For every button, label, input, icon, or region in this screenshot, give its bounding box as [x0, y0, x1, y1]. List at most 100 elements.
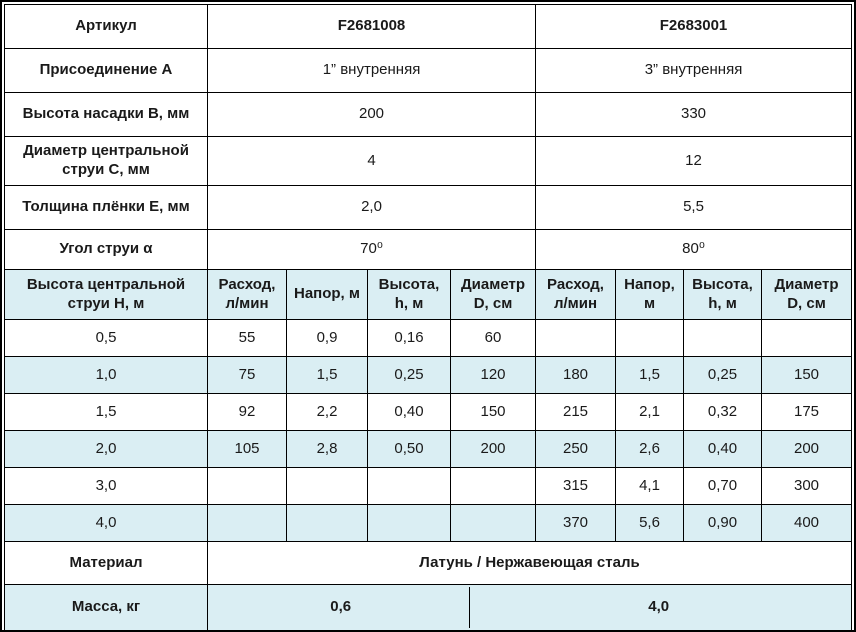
- table-row-article: Артикул F2681008 F2683001: [4, 4, 852, 49]
- data-cell: [450, 467, 536, 505]
- article-number-right: F2683001: [535, 4, 852, 49]
- data-cell: [615, 319, 684, 357]
- table-row-h30: 3,0 315 4,1 0,70 300: [4, 467, 852, 505]
- table-row-h15: 1,5 92 2,2 0,40 150 215 2,1 0,32 175: [4, 393, 852, 431]
- data-cell: 0,70: [683, 467, 762, 505]
- column-header-pressure-2: Напор, м: [615, 269, 684, 320]
- data-cell: 120: [450, 356, 536, 394]
- data-cell: [286, 504, 368, 542]
- table-row-film-thickness: Толщина плёнки Е, мм 2,0 5,5: [4, 185, 852, 230]
- row-label-film-thickness: Толщина плёнки Е, мм: [4, 185, 208, 230]
- data-cell: 2,8: [286, 430, 368, 468]
- row-label-h15: 1,5: [4, 393, 208, 431]
- table-row-nozzle-height: Высота насадки В, мм 200 330: [4, 92, 852, 137]
- mass-value-right: 4,0: [648, 598, 670, 616]
- data-cell: 2,6: [615, 430, 684, 468]
- data-cell: 300: [761, 467, 852, 505]
- row-label-nozzle-height: Высота насадки В, мм: [4, 92, 208, 137]
- connection-right: 3” внутренняя: [535, 48, 852, 93]
- data-cell: 200: [450, 430, 536, 468]
- column-header-pressure-1: Напор, м: [286, 269, 368, 320]
- row-label-h30: 3,0: [4, 467, 208, 505]
- table-row-connection: Присоединение А 1” внутренняя 3” внутрен…: [4, 48, 852, 93]
- jet-diameter-left: 4: [207, 136, 536, 186]
- table-row-h20: 2,0 105 2,8 0,50 200 250 2,6 0,40 200: [4, 430, 852, 468]
- data-cell: 5,6: [615, 504, 684, 542]
- table-header-row: Высота центральной струи Н, м Расход, л/…: [4, 269, 852, 320]
- table-row-jet-diameter: Диаметр центральной струи С, мм 4 12: [4, 136, 852, 186]
- nozzle-height-right: 330: [535, 92, 852, 137]
- data-cell: 0,9: [286, 319, 368, 357]
- row-label-jet-angle: Угол струи α: [4, 229, 208, 270]
- column-header-height-2: Высота, h, м: [683, 269, 762, 320]
- film-thickness-right: 5,5: [535, 185, 852, 230]
- mass-value-left: 0,6: [212, 587, 471, 628]
- data-cell: 370: [535, 504, 616, 542]
- row-label-article: Артикул: [4, 4, 208, 49]
- table-row-mass: Масса, кг 0,6 4,0: [4, 584, 852, 631]
- row-label-h05: 0,5: [4, 319, 208, 357]
- row-label-jet-diameter: Диаметр центральной струи С, мм: [4, 136, 208, 186]
- table-row-jet-angle: Угол струи α 70⁰ 80⁰: [4, 229, 852, 270]
- table-row-material: Материал Латунь / Нержавеющая сталь: [4, 541, 852, 585]
- row-label-connection: Присоединение А: [4, 48, 208, 93]
- data-cell: 0,16: [367, 319, 451, 357]
- row-label-material: Материал: [4, 541, 208, 585]
- data-cell: 215: [535, 393, 616, 431]
- data-cell: 1,5: [286, 356, 368, 394]
- data-cell: 2,2: [286, 393, 368, 431]
- mass-values-cell: 0,6 4,0: [207, 584, 852, 631]
- data-cell: 105: [207, 430, 287, 468]
- column-header-flow-1: Расход, л/мин: [207, 269, 287, 320]
- column-header-height-1: Высота, h, м: [367, 269, 451, 320]
- data-cell: [367, 467, 451, 505]
- nozzle-height-left: 200: [207, 92, 536, 137]
- table-row-h40: 4,0 370 5,6 0,90 400: [4, 504, 852, 542]
- mass-split: 0,6 4,0: [212, 587, 847, 628]
- table-row-h10: 1,0 75 1,5 0,25 120 180 1,5 0,25 150: [4, 356, 852, 394]
- row-label-mass: Масса, кг: [4, 584, 208, 631]
- data-cell: 92: [207, 393, 287, 431]
- data-cell: 0,40: [683, 430, 762, 468]
- product-spec-table: Артикул F2681008 F2683001 Присоединение …: [4, 4, 852, 631]
- connection-left: 1” внутренняя: [207, 48, 536, 93]
- data-cell: 180: [535, 356, 616, 394]
- data-cell: [286, 467, 368, 505]
- data-cell: 150: [450, 393, 536, 431]
- data-cell: [207, 467, 287, 505]
- table-row-h05: 0,5 55 0,9 0,16 60: [4, 319, 852, 357]
- data-cell: 4,1: [615, 467, 684, 505]
- data-cell: [535, 319, 616, 357]
- column-header-flow-2: Расход, л/мин: [535, 269, 616, 320]
- data-cell: 1,5: [615, 356, 684, 394]
- article-number-left: F2681008: [207, 4, 536, 49]
- data-cell: [207, 504, 287, 542]
- data-cell: [450, 504, 536, 542]
- material-value: Латунь / Нержавеющая сталь: [207, 541, 852, 585]
- row-label-h20: 2,0: [4, 430, 208, 468]
- jet-diameter-right: 12: [535, 136, 852, 186]
- jet-angle-right: 80⁰: [535, 229, 852, 270]
- column-header-diameter-1: Диаметр D, см: [450, 269, 536, 320]
- data-cell: 60: [450, 319, 536, 357]
- data-cell: 200: [761, 430, 852, 468]
- data-cell: 0,40: [367, 393, 451, 431]
- data-cell: 150: [761, 356, 852, 394]
- row-label-h40: 4,0: [4, 504, 208, 542]
- data-cell: [683, 319, 762, 357]
- row-label-h10: 1,0: [4, 356, 208, 394]
- column-header-jet-height: Высота центральной струи Н, м: [4, 269, 208, 320]
- data-cell: [761, 319, 852, 357]
- data-cell: 400: [761, 504, 852, 542]
- data-cell: 0,50: [367, 430, 451, 468]
- data-cell: 0,32: [683, 393, 762, 431]
- data-cell: 175: [761, 393, 852, 431]
- jet-angle-left: 70⁰: [207, 229, 536, 270]
- data-cell: 0,25: [367, 356, 451, 394]
- data-cell: 2,1: [615, 393, 684, 431]
- data-cell: [367, 504, 451, 542]
- data-cell: 315: [535, 467, 616, 505]
- data-cell: 75: [207, 356, 287, 394]
- data-cell: 0,90: [683, 504, 762, 542]
